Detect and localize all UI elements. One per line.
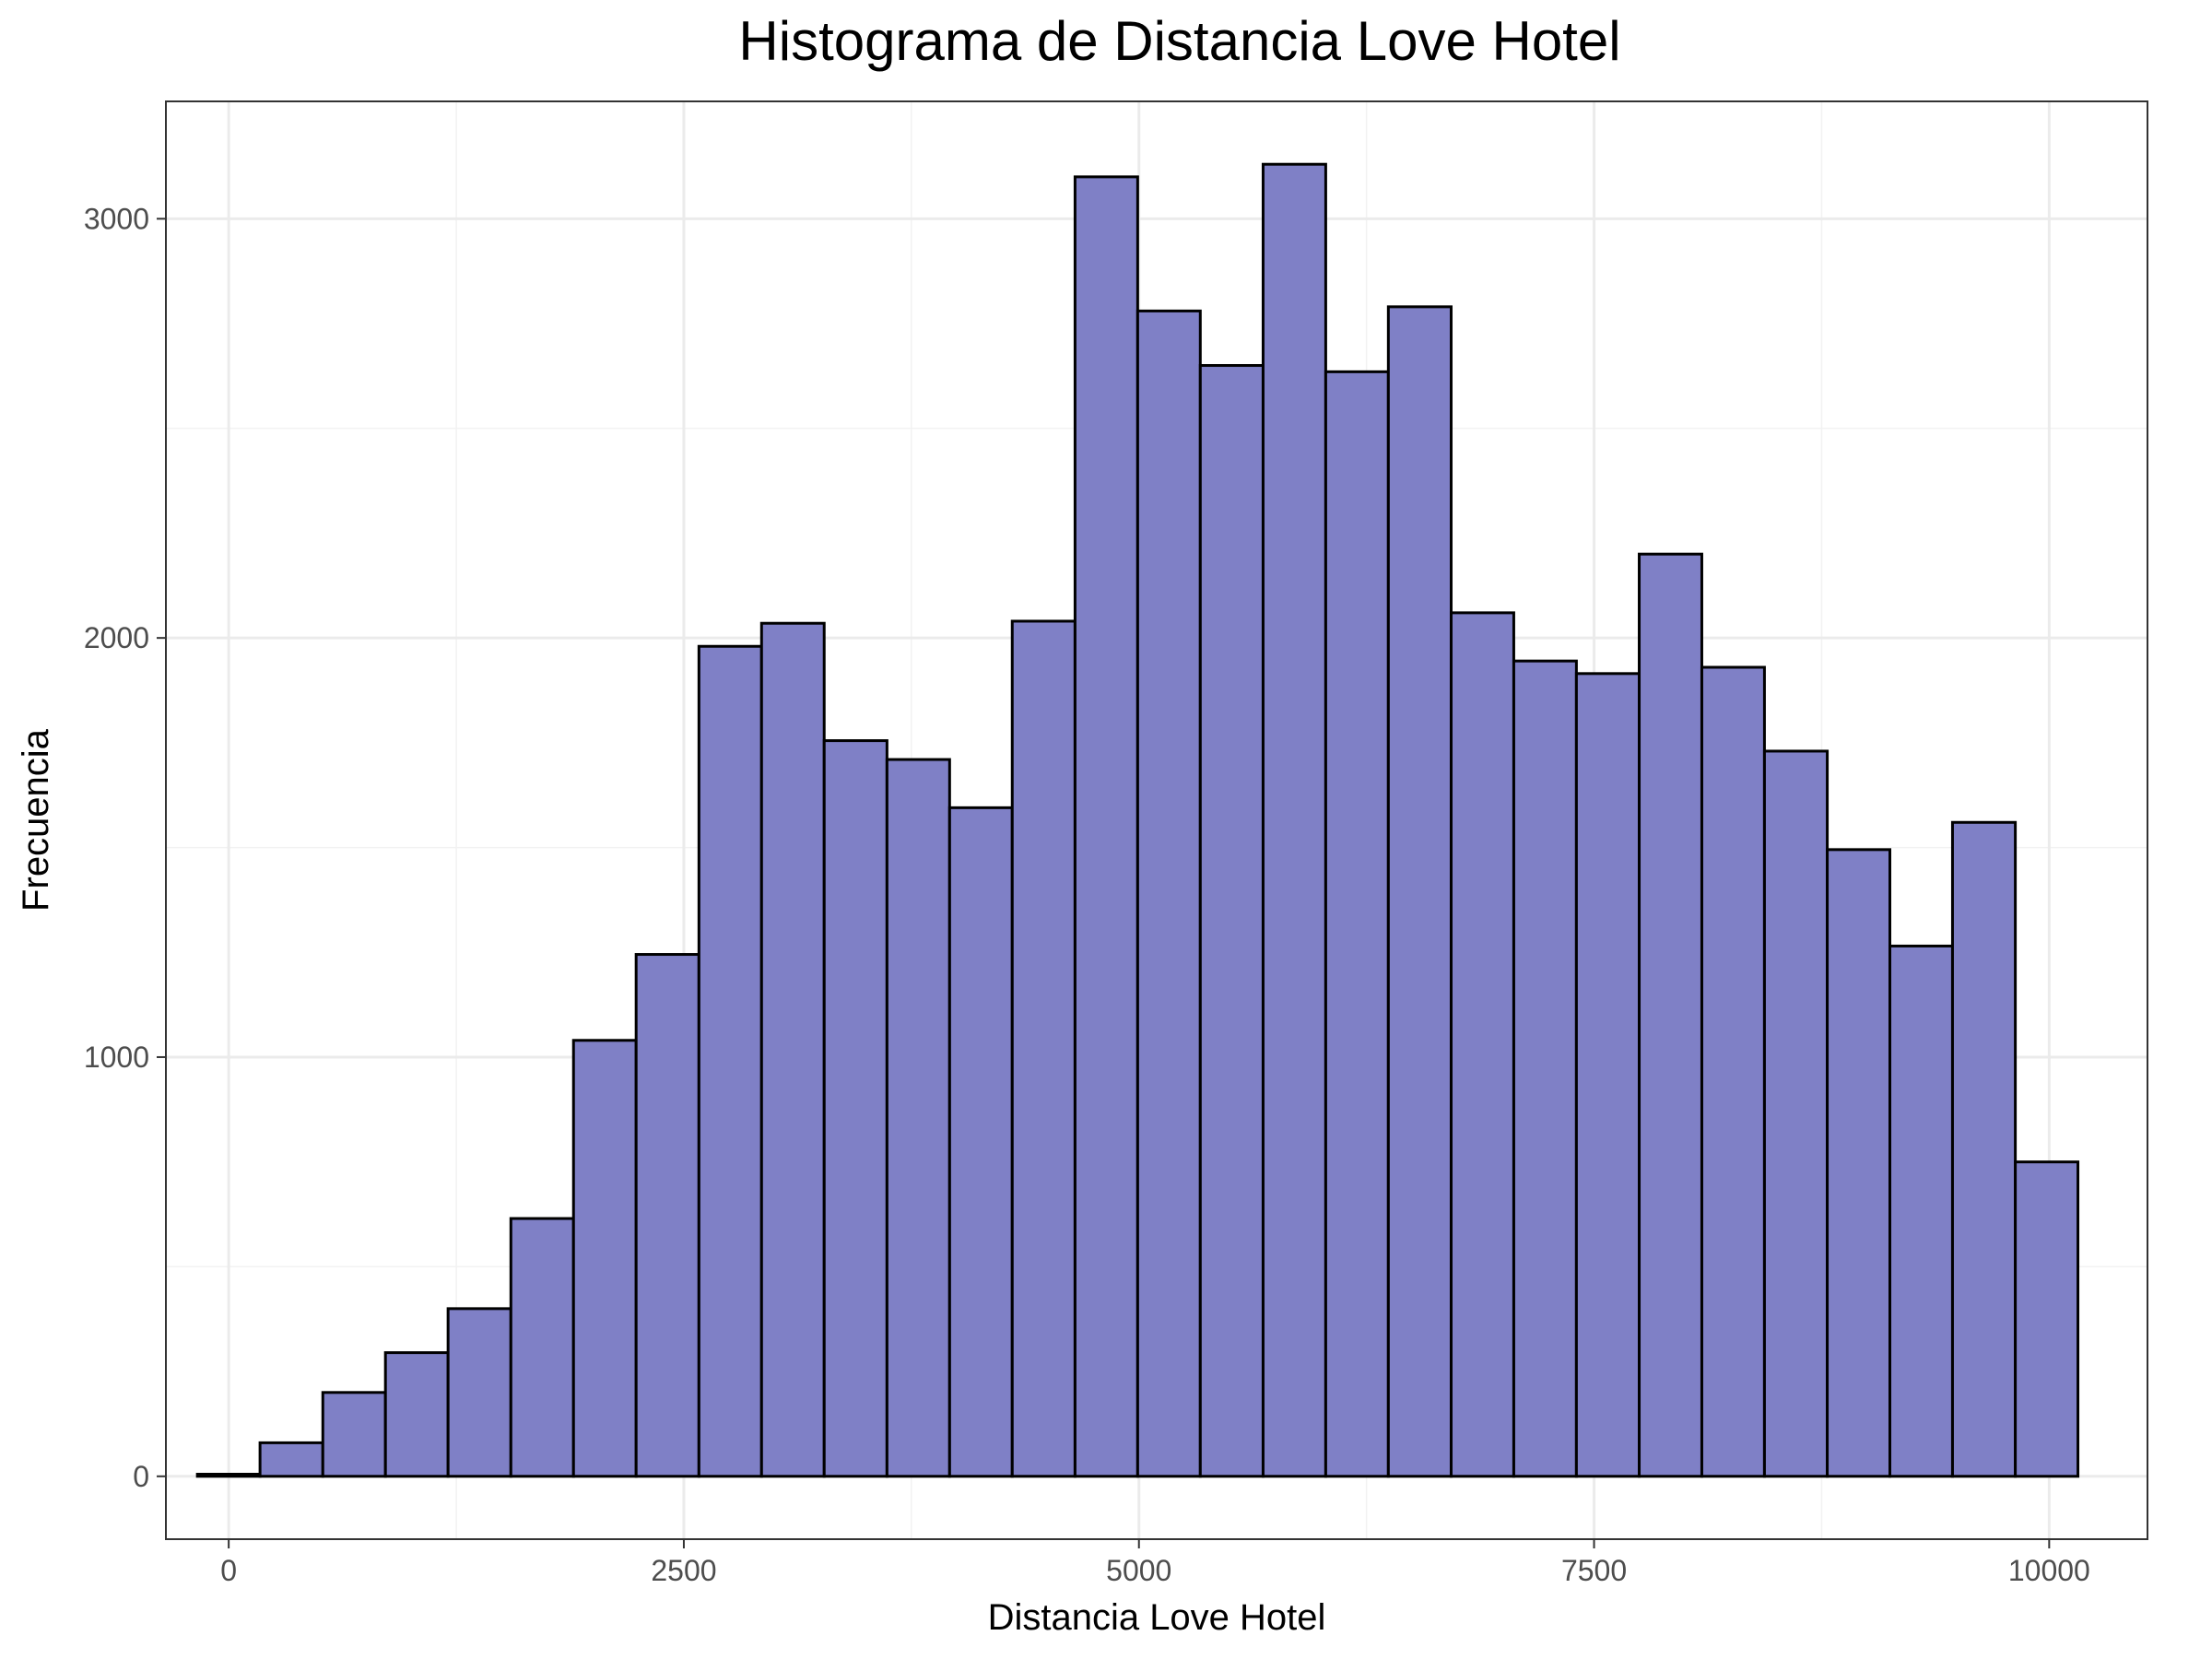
histogram-bar-17 bbox=[1261, 162, 1327, 1478]
histogram-bar-3 bbox=[383, 1351, 450, 1478]
histogram-bar-29 bbox=[2014, 1160, 2080, 1478]
histogram-bar-12 bbox=[947, 806, 1014, 1478]
histogram-bar-22 bbox=[1574, 672, 1641, 1478]
bars bbox=[195, 162, 2080, 1478]
histogram-bar-9 bbox=[759, 621, 826, 1478]
histogram-bar-11 bbox=[885, 758, 951, 1478]
histogram-bar-28 bbox=[1950, 820, 2018, 1478]
x-tick-label-1: 2500 bbox=[651, 1554, 716, 1587]
chart-title: Histograma de Distancia Love Hotel bbox=[738, 10, 1620, 72]
x-tick-label-2: 5000 bbox=[1106, 1554, 1171, 1587]
y-tick-label-3: 3000 bbox=[84, 202, 149, 235]
histogram-bar-13 bbox=[1010, 619, 1077, 1478]
histogram-bar-14 bbox=[1073, 175, 1139, 1478]
histogram-bar-4 bbox=[446, 1307, 512, 1478]
y-tick-label-1: 1000 bbox=[84, 1041, 149, 1074]
histogram-bar-21 bbox=[1512, 659, 1578, 1478]
histogram-bar-5 bbox=[509, 1217, 575, 1478]
x-tick-label-0: 0 bbox=[220, 1554, 237, 1587]
histogram-bar-27 bbox=[1888, 944, 1954, 1478]
histogram-bar-10 bbox=[822, 739, 888, 1478]
histogram-bar-25 bbox=[1762, 749, 1830, 1478]
histogram-bar-26 bbox=[1826, 848, 1892, 1478]
y-tick-label-0: 0 bbox=[133, 1460, 149, 1493]
histogram-bar-18 bbox=[1324, 370, 1390, 1478]
x-tick-label-3: 7500 bbox=[1561, 1554, 1627, 1587]
histogram-bar-16 bbox=[1198, 364, 1265, 1478]
histogram-bar-8 bbox=[697, 644, 763, 1478]
x-axis-label: Distancia Love Hotel bbox=[988, 1597, 1326, 1638]
histogram-bar-0 bbox=[195, 1473, 262, 1478]
x-tick-label-4: 10000 bbox=[2008, 1554, 2090, 1587]
histogram-bar-20 bbox=[1449, 611, 1515, 1478]
panel-border bbox=[165, 100, 2148, 1540]
histogram-bar-7 bbox=[634, 953, 700, 1478]
histogram-bar-23 bbox=[1638, 552, 1703, 1478]
histogram-bar-6 bbox=[571, 1039, 638, 1478]
histogram-bar-2 bbox=[321, 1391, 387, 1478]
y-axis-label: Frecuencia bbox=[16, 728, 56, 912]
y-tick-label-2: 2000 bbox=[84, 621, 149, 654]
histogram-bar-19 bbox=[1386, 305, 1453, 1478]
histogram-bar-1 bbox=[258, 1441, 324, 1478]
histogram-bar-24 bbox=[1700, 665, 1766, 1478]
histogram-bar-15 bbox=[1135, 309, 1202, 1478]
axis-ticks: 0 2500 5000 7500 10000 0 1000 2000 3000 bbox=[84, 202, 2090, 1587]
